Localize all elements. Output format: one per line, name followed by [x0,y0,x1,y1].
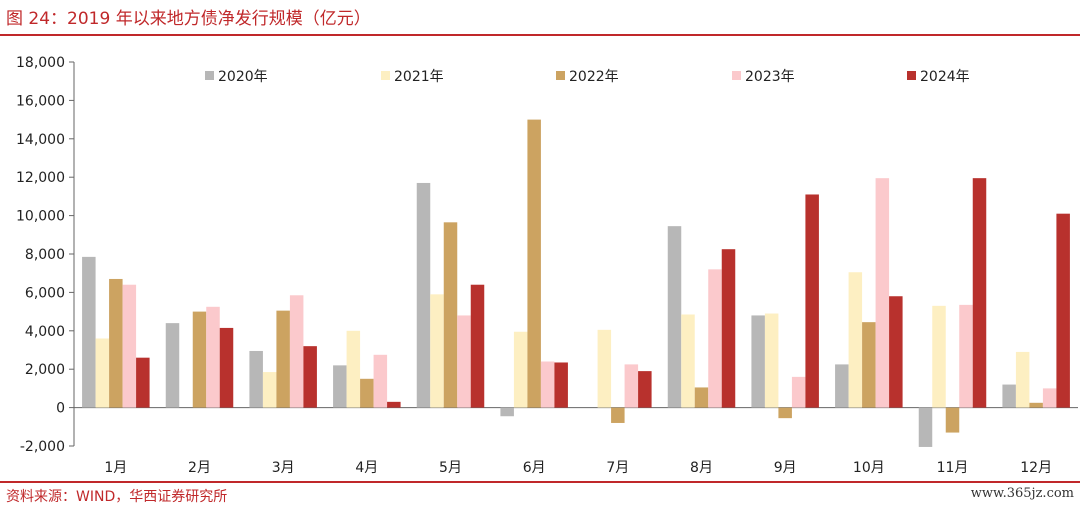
x-tick-label: 6月 [523,460,546,476]
bar-2024年-11月 [972,178,987,408]
bar-2020年-10月 [835,364,849,408]
bar-2023年-10月 [875,178,890,408]
bar-2022年-2月 [192,311,207,408]
bar-2022年-12月 [1029,402,1043,408]
y-tick-label: 16,000 [16,93,65,109]
bar-2024年-9月 [805,194,819,408]
x-tick-label: 8月 [690,460,713,476]
bar-2023年-2月 [206,306,220,408]
bar-2021年-11月 [932,305,946,408]
bar-2022年-7月 [611,407,625,423]
source-note: 资料来源：WIND，华西证券研究所 [6,489,228,505]
bar-2024年-6月 [554,362,568,408]
bar-2023年-9月 [791,376,806,408]
x-tick-label: 9月 [774,460,797,476]
y-tick-label: -2,000 [20,439,65,455]
bar-2022年-3月 [276,310,290,408]
x-tick-label: 7月 [606,460,629,476]
bar-2021年-8月 [681,314,695,408]
bar-2020年-5月 [416,182,431,408]
x-tick-label: 3月 [272,460,295,476]
bar-2022年-1月 [109,278,123,408]
bar-2020年-9月 [751,315,765,408]
legend-swatch [556,71,565,80]
bar-2024年-7月 [638,371,652,408]
bar-2021年-9月 [764,313,779,408]
bar-2021年-10月 [848,272,863,408]
bar-2021年-1月 [95,338,110,408]
x-tick-label: 5月 [439,460,462,476]
bar-2024年-4月 [387,401,401,408]
bar-2021年-4月 [346,330,361,408]
bar-2020年-6月 [500,407,514,417]
bar-2020年-1月 [82,256,96,408]
y-tick-label: 12,000 [16,170,65,186]
bar-2020年-2月 [165,323,180,408]
bar-2024年-8月 [721,249,736,408]
bar-2020年-12月 [1002,384,1016,408]
bar-2022年-10月 [862,322,876,408]
legend-swatch [381,71,390,80]
bar-2024年-1月 [136,357,150,408]
legend-label: 2023年 [745,69,795,85]
bar-2024年-2月 [219,327,234,408]
chart-title: 图 24：2019 年以来地方债净发行规模（亿元） [6,9,371,29]
bar-2022年-5月 [443,222,458,408]
bar-2023年-5月 [457,315,471,408]
bar-2021年-6月 [513,331,528,408]
bar-2020年-4月 [333,365,347,408]
legend-label: 2024年 [920,69,970,85]
bar-2022年-8月 [694,387,709,408]
footer-rule [0,481,1080,483]
watermark: www.365jz.com [970,486,1074,501]
bar-2020年-3月 [249,350,263,408]
bar-2023年-11月 [959,304,973,408]
legend-swatch [205,71,214,80]
y-tick-label: 4,000 [25,324,65,340]
bar-2023年-6月 [540,361,555,408]
bar-2024年-10月 [889,296,903,408]
legend-swatch [732,71,741,80]
x-tick-label: 11月 [937,460,969,476]
y-tick-label: 0 [56,401,65,417]
bar-2023年-8月 [708,269,722,408]
bar-2022年-4月 [360,378,374,408]
bar-2022年-6月 [527,119,541,408]
bar-2021年-7月 [597,329,612,408]
bar-2023年-4月 [373,354,388,408]
bar-2024年-12月 [1056,213,1070,408]
bar-2022年-9月 [778,407,792,419]
legend-label: 2021年 [394,69,444,85]
bar-2021年-12月 [1015,351,1030,408]
bar-2020年-8月 [667,226,682,408]
legend-swatch [907,71,916,80]
bar-2023年-3月 [289,295,304,408]
bar-2021年-3月 [262,372,277,408]
title-rule [0,34,1080,36]
y-tick-label: 10,000 [16,209,65,225]
x-tick-label: 4月 [355,460,378,476]
x-tick-label: 2月 [188,460,211,476]
bar-2023年-12月 [1042,388,1057,408]
bar-2023年-7月 [624,364,639,408]
legend-label: 2022年 [569,69,619,85]
y-tick-label: 6,000 [25,285,65,301]
y-tick-label: 14,000 [16,132,65,148]
bar-2020年-11月 [918,407,933,447]
x-tick-label: 10月 [853,460,885,476]
bar-2024年-5月 [470,284,485,408]
x-tick-label: 12月 [1020,460,1052,476]
bar-2022年-11月 [945,407,960,433]
y-tick-label: 18,000 [16,55,65,71]
y-tick-label: 2,000 [25,362,65,378]
legend-label: 2020年 [218,69,268,85]
bar-2023年-1月 [122,284,137,408]
y-tick-label: 8,000 [25,247,65,263]
bar-2024年-3月 [303,346,317,408]
bar-2021年-5月 [430,294,444,408]
x-tick-label: 1月 [104,460,127,476]
